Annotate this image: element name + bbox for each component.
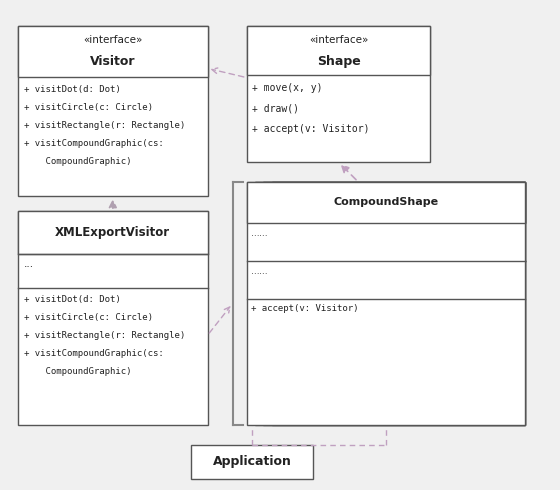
Text: ...: ... [259, 267, 268, 276]
Text: + visitCircle(c: Circle): + visitCircle(c: Circle) [24, 103, 153, 112]
Text: CompoundGraphic): CompoundGraphic) [24, 368, 131, 376]
Text: + accept(v: Visitor): + accept(v: Visitor) [252, 123, 370, 134]
FancyBboxPatch shape [255, 182, 525, 223]
Text: CompoundGraphic): CompoundGraphic) [24, 157, 131, 166]
Text: ...: ... [276, 229, 284, 238]
Text: + draw(): + draw() [252, 103, 299, 113]
FancyBboxPatch shape [246, 26, 431, 75]
Text: + accept(v: Visitor): + accept(v: Visitor) [251, 304, 358, 314]
Text: XMLExportVisitor: XMLExportVisitor [55, 226, 170, 239]
Text: + move(x, y): + move(x, y) [252, 83, 323, 93]
FancyBboxPatch shape [18, 26, 208, 196]
Text: + visitDot(d: Dot): + visitDot(d: Dot) [24, 295, 120, 304]
FancyBboxPatch shape [18, 211, 208, 254]
Text: Rectangle: Rectangle [361, 197, 419, 207]
FancyBboxPatch shape [246, 182, 525, 223]
Text: «interface»: «interface» [83, 35, 143, 45]
Text: ...: ... [251, 229, 260, 238]
FancyBboxPatch shape [263, 182, 525, 223]
FancyBboxPatch shape [246, 26, 431, 162]
FancyBboxPatch shape [272, 182, 525, 223]
FancyBboxPatch shape [191, 445, 314, 479]
Text: Application: Application [213, 455, 292, 468]
Text: ...: ... [259, 229, 268, 238]
FancyBboxPatch shape [255, 182, 525, 425]
FancyBboxPatch shape [263, 182, 525, 425]
Text: Visitor: Visitor [90, 55, 136, 68]
Text: + visitRectangle(r: Rectangle): + visitRectangle(r: Rectangle) [24, 331, 185, 341]
Text: ...: ... [276, 267, 284, 276]
Text: ...: ... [251, 267, 260, 276]
Text: + visitDot(d: Dot): + visitDot(d: Dot) [24, 85, 120, 94]
Text: Dot: Dot [388, 197, 409, 207]
FancyBboxPatch shape [272, 182, 525, 425]
Text: + visitRectangle(r: Rectangle): + visitRectangle(r: Rectangle) [24, 121, 185, 130]
Text: ...: ... [268, 267, 277, 276]
Text: ...: ... [24, 259, 34, 269]
Text: «interface»: «interface» [309, 34, 368, 45]
FancyBboxPatch shape [246, 182, 525, 425]
FancyBboxPatch shape [18, 26, 208, 77]
Text: Circle: Circle [377, 197, 411, 207]
Text: CompoundShape: CompoundShape [333, 197, 438, 207]
Text: + visitCompoundGraphic(cs:: + visitCompoundGraphic(cs: [24, 349, 164, 359]
Text: Shape: Shape [316, 54, 361, 68]
Text: + visitCompoundGraphic(cs:: + visitCompoundGraphic(cs: [24, 139, 164, 148]
Text: + visitCircle(c: Circle): + visitCircle(c: Circle) [24, 314, 153, 322]
FancyBboxPatch shape [18, 211, 208, 425]
Text: ...: ... [268, 229, 277, 238]
